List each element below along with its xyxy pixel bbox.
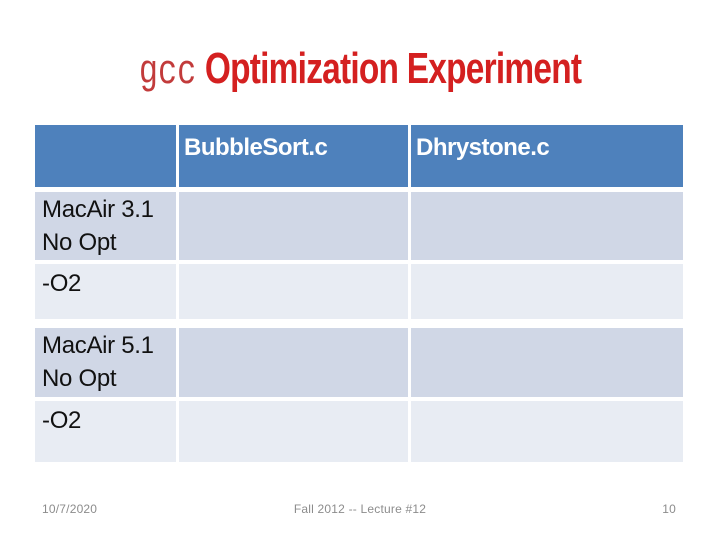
table-header-row: BubbleSort.c Dhrystone.c [35,125,683,187]
title-gcc-code: gcc [138,48,197,96]
header-cell-dhrystone: Dhrystone.c [411,125,683,187]
table-row-macair31-noopt: MacAir 3.1 No Opt [35,192,683,260]
slide-number: 10 [662,502,676,516]
table-row-macair51-noopt: MacAir 5.1 No Opt [35,328,683,397]
row-label: MacAir 3.1 No Opt [35,192,176,260]
row-label-line1: MacAir 5.1 [42,332,154,359]
header-cell-empty [35,125,176,187]
row-label-line1: MacAir 3.1 [42,196,154,223]
data-cell-dhrystone [411,264,683,319]
row-label: -O2 [35,264,176,319]
slide-title: gcc Optimization Experiment [0,44,720,97]
row-label: -O2 [35,401,176,462]
footer-course-label: Fall 2012 -- Lecture #12 [293,502,427,516]
data-cell-bubblesort [179,192,408,260]
data-cell-dhrystone [411,192,683,260]
table-row-macair51-o2: -O2 [35,401,683,462]
data-cell-dhrystone [411,328,683,397]
row-label-line1: -O2 [42,270,82,297]
footer-date: 10/7/2020 [42,502,98,516]
header-cell-bubblesort: BubbleSort.c [179,125,408,187]
data-cell-bubblesort [179,401,408,462]
title-text: Optimization Experiment [196,44,582,93]
data-cell-bubblesort [179,328,408,397]
results-table: BubbleSort.c Dhrystone.c MacAir 3.1 No O… [35,125,683,462]
row-label-line2: No Opt [42,229,117,256]
table-row-macair31-o2: -O2 [35,264,683,319]
data-cell-dhrystone [411,401,683,462]
data-cell-bubblesort [179,264,408,319]
row-label: MacAir 5.1 No Opt [35,328,176,397]
row-label-line1: -O2 [42,407,82,434]
row-label-line2: No Opt [42,365,117,392]
